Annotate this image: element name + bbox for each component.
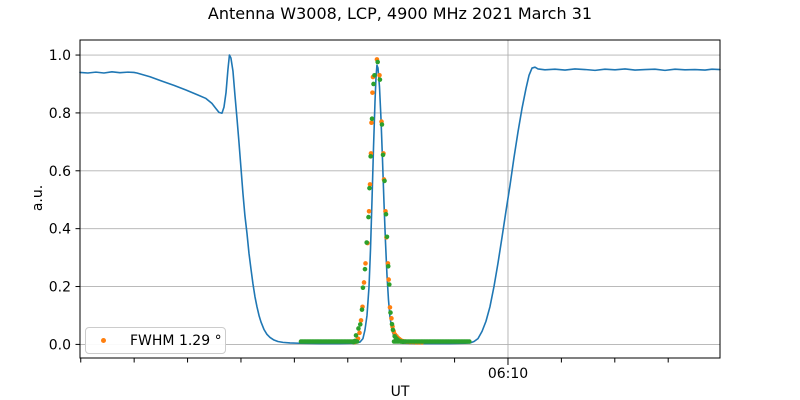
- drift-scan-line: [79, 54, 721, 345]
- gaussian-fit-samples-marker: [364, 240, 369, 245]
- x-axis-label: UT: [390, 384, 410, 400]
- chart-title: Antenna W3008, LCP, 4900 MHz 2021 March …: [207, 4, 593, 23]
- gaussian-fit-samples-marker: [369, 116, 375, 122]
- source-peak-data-points-marker: [377, 73, 382, 78]
- gaussian-fit-samples-marker: [366, 214, 371, 220]
- y-tick-label: 0.8: [49, 106, 71, 122]
- gaussian-fit-samples-marker: [367, 185, 372, 191]
- source-peak-data-points-marker: [389, 316, 394, 321]
- y-tick-label: 0.0: [49, 337, 71, 353]
- gaussian-fit-samples-marker: [362, 266, 368, 272]
- gaussian-fit-samples-marker: [387, 282, 392, 287]
- gaussian-fit-samples-marker: [356, 326, 361, 331]
- source-peak-data-points-marker: [387, 305, 393, 310]
- source-peak-data-points-marker: [363, 261, 368, 266]
- gaussian-fit-samples-marker: [377, 77, 383, 82]
- source-peak-data-points-marker: [358, 318, 364, 323]
- gaussian-fit-samples-marker: [375, 59, 380, 65]
- axes-spines: [79, 39, 721, 359]
- gaussian-fit-samples-marker: [354, 339, 360, 344]
- x-tick-label-0610: 06:10: [487, 366, 529, 382]
- gaussian-fit-samples-marker: [382, 178, 387, 184]
- gaussian-fit-samples-marker: [371, 81, 376, 87]
- gaussian-fit-samples-marker: [360, 285, 366, 290]
- gaussian-fit-samples-marker: [383, 211, 389, 217]
- gaussian-fit-samples-marker: [359, 307, 365, 312]
- y-tick-label: 0.4: [49, 222, 71, 238]
- gaussian-fit-samples-marker: [353, 333, 359, 338]
- gaussian-fit-samples-marker: [390, 327, 396, 333]
- source-peak-data-points-marker: [369, 120, 374, 126]
- gaussian-fit-samples-marker: [384, 234, 390, 240]
- y-tick-label: 0.2: [49, 280, 71, 296]
- legend-marker-dot: [101, 338, 106, 343]
- gaussian-fit-samples-marker: [388, 310, 393, 315]
- y-tick-label: 0.6: [49, 164, 71, 180]
- gaussian-fit-samples-marker: [379, 122, 385, 127]
- legend-label: FWHM 1.29 °: [130, 332, 222, 349]
- legend: FWHM 1.29 °: [85, 327, 226, 354]
- source-peak-data-points-marker: [361, 280, 367, 285]
- source-peak-data-points-marker: [386, 277, 391, 282]
- gaussian-fit-samples-marker: [380, 152, 386, 158]
- source-peak-data-points-marker: [366, 208, 372, 214]
- gaussian-fit-samples-marker: [389, 321, 395, 327]
- gaussian-fit-samples-marker: [372, 73, 377, 78]
- y-tick-label: 1.0: [49, 48, 71, 64]
- gaussian-fit-samples-marker: [385, 263, 391, 269]
- source-peak-data-points-marker: [370, 90, 375, 95]
- gaussian-fit-samples-marker: [368, 154, 373, 159]
- gaussian-fit-samples-marker: [467, 339, 472, 344]
- source-peak-data-points-marker: [367, 182, 373, 187]
- y-axis-label: a.u.: [30, 184, 46, 212]
- source-peak-data-points-marker: [357, 330, 362, 336]
- gaussian-fit-samples-marker: [357, 322, 363, 327]
